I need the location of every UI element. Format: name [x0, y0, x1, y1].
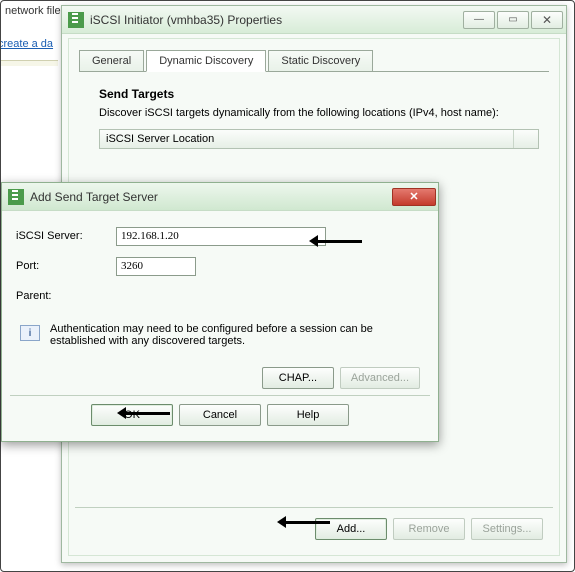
- remove-button: Remove: [393, 518, 465, 540]
- info-icon: i: [20, 325, 40, 341]
- port-label: Port:: [16, 260, 116, 272]
- settings-button: Settings...: [471, 518, 543, 540]
- targets-list[interactable]: iSCSI Server Location: [99, 129, 539, 151]
- tab-strip: General Dynamic Discovery Static Discove…: [79, 49, 372, 71]
- help-button[interactable]: Help: [267, 404, 349, 426]
- tab-static-discovery[interactable]: Static Discovery: [268, 50, 373, 71]
- dialog-body: iSCSI Server: Port: Parent: i Authentica…: [10, 215, 430, 433]
- list-header-row: iSCSI Server Location: [99, 129, 539, 149]
- chap-button[interactable]: CHAP...: [262, 367, 334, 389]
- ok-button[interactable]: OK: [91, 404, 173, 426]
- annotation-arrow: [120, 412, 170, 415]
- app-icon: [8, 189, 24, 205]
- background-panel: [0, 60, 58, 66]
- iscsi-server-input[interactable]: [116, 227, 326, 246]
- dialog-title: Add Send Target Server: [30, 190, 392, 204]
- bottom-button-bar: Add... Remove Settings...: [75, 507, 553, 545]
- section-description: Discover iSCSI targets dynamically from …: [99, 107, 499, 119]
- maximize-button[interactable]: ▭: [497, 11, 529, 29]
- list-header-spacer: [514, 130, 538, 148]
- minimize-button[interactable]: —: [463, 11, 495, 29]
- window-titlebar[interactable]: iSCSI Initiator (vmhba35) Properties — ▭…: [62, 6, 566, 34]
- cancel-button[interactable]: Cancel: [179, 404, 261, 426]
- background-text: network file: [5, 5, 61, 17]
- list-header-location[interactable]: iSCSI Server Location: [100, 130, 514, 148]
- info-text: Authentication may need to be configured…: [50, 323, 420, 347]
- window-title: iSCSI Initiator (vmhba35) Properties: [90, 13, 462, 27]
- dialog-close-button[interactable]: ✕: [392, 188, 436, 206]
- annotation-arrow: [280, 521, 330, 524]
- advanced-button: Advanced...: [340, 367, 420, 389]
- tab-general[interactable]: General: [79, 50, 144, 71]
- section-title: Send Targets: [99, 87, 174, 101]
- close-button[interactable]: ✕: [531, 11, 563, 29]
- annotation-arrow: [312, 240, 362, 243]
- parent-label: Parent:: [16, 290, 116, 302]
- info-panel: i Authentication may need to be configur…: [20, 323, 420, 347]
- dialog-titlebar[interactable]: Add Send Target Server ✕: [2, 183, 438, 211]
- dialog-bottom-buttons: OK Cancel Help: [10, 395, 430, 429]
- port-input[interactable]: [116, 257, 196, 276]
- background-link[interactable]: create a da: [0, 38, 53, 50]
- app-icon: [68, 12, 84, 28]
- dialog-mid-buttons: CHAP... Advanced...: [262, 367, 420, 389]
- add-send-target-dialog: Add Send Target Server ✕ iSCSI Server: P…: [1, 182, 439, 442]
- tab-dynamic-discovery[interactable]: Dynamic Discovery: [146, 50, 266, 72]
- iscsi-server-label: iSCSI Server:: [16, 230, 116, 242]
